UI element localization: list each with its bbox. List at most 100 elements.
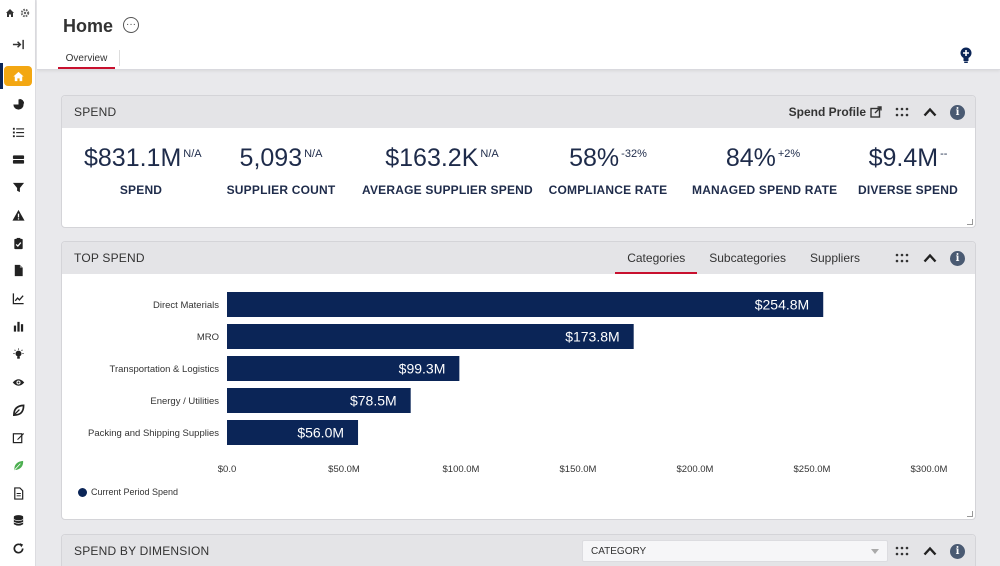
line-chart-icon[interactable]: [0, 285, 36, 311]
tab-categories[interactable]: Categories: [615, 242, 698, 274]
expand-icon[interactable]: [0, 31, 36, 57]
leaf-outline-icon[interactable]: [0, 397, 36, 423]
kpi-average-supplier-spend: $163.2K N/A AVERAGE SUPPLIER SPEND: [362, 144, 533, 197]
spend-panel: SPEND Spend Profile i $831.1M N/A SPEND 5…: [61, 95, 976, 228]
kpi-label: SPEND: [119, 183, 163, 197]
collapse-icon[interactable]: [922, 543, 938, 559]
collapse-icon[interactable]: [922, 104, 938, 120]
sidebar-top: [0, 0, 35, 28]
bar[interactable]: [227, 324, 634, 349]
eye-icon[interactable]: [0, 369, 36, 395]
bar[interactable]: [227, 420, 359, 445]
category-label: Transportation & Logistics: [110, 364, 220, 375]
spend-panel-title: SPEND: [74, 105, 117, 119]
kpi-managed-spend-rate: 84% +2% MANAGED SPEND RATE: [692, 144, 838, 197]
bar-value-label: $173.8M: [565, 329, 619, 345]
tab-divider: [119, 50, 120, 66]
spend-profile-link[interactable]: Spend Profile: [789, 105, 882, 119]
page-header: Home ··· Overview: [37, 0, 1000, 70]
sidebar-item-home[interactable]: [0, 63, 36, 89]
dimension-panel-header: SPEND BY DIMENSION CATEGORY i: [62, 535, 975, 566]
tab-overview[interactable]: Overview: [58, 49, 115, 69]
top-spend-bar-chart: Direct Materials $254.8M MRO $173.8M Transpo…: [88, 292, 948, 475]
x-tick-label: $250.0M: [794, 464, 831, 475]
edit-icon[interactable]: [0, 424, 36, 450]
kpi-number: $9.4M: [868, 144, 939, 172]
chart-legend: Current Period Spend: [78, 487, 178, 497]
info-icon[interactable]: i: [950, 250, 965, 266]
x-tick-label: $0.0: [218, 464, 237, 475]
top-spend-panel-header: TOP SPEND Categories Subcategories Suppl…: [62, 242, 975, 274]
x-tick-label: $150.0M: [560, 464, 597, 475]
tab-subcategories[interactable]: Subcategories: [709, 251, 786, 265]
external-link-icon: [870, 106, 882, 118]
top-spend-tabs: Categories Subcategories Suppliers: [615, 242, 872, 274]
kpi-label: COMPLIANCE RATE: [548, 183, 668, 197]
x-tick-label: $100.0M: [443, 464, 480, 475]
resize-handle[interactable]: [967, 219, 973, 225]
clipboard-check-icon[interactable]: [0, 230, 36, 256]
bar-value-label: $99.3M: [399, 361, 446, 377]
kpi-delta: -32%: [621, 148, 647, 160]
drag-handle-icon[interactable]: [894, 250, 910, 266]
dimension-panel-title: SPEND BY DIMENSION: [74, 544, 210, 558]
kpi-value: 5,093 N/A: [222, 144, 340, 173]
bar-value-label: $78.5M: [350, 393, 397, 409]
tab-suppliers[interactable]: Suppliers: [809, 251, 860, 265]
kpi-number: 84%: [725, 144, 776, 172]
home-small-icon[interactable]: [5, 5, 15, 23]
kpi-delta: N/A: [480, 148, 499, 160]
filter-icon[interactable]: [0, 174, 36, 200]
bar[interactable]: [227, 356, 460, 381]
server-icon[interactable]: [0, 146, 36, 172]
kpi-delta: N/A: [183, 148, 202, 160]
database-icon[interactable]: [0, 507, 36, 533]
kpi-number: 5,093: [239, 144, 303, 172]
info-icon[interactable]: i: [950, 104, 965, 120]
drag-handle-icon[interactable]: [894, 543, 910, 559]
kpi-label: MANAGED SPEND RATE: [692, 183, 838, 197]
dimension-select-value: CATEGORY: [591, 545, 647, 557]
leaf-icon[interactable]: [0, 452, 36, 478]
kpi-delta: N/A: [304, 148, 323, 160]
kpi-compliance-rate: 58% -32% COMPLIANCE RATE: [548, 144, 668, 197]
x-tick-label: $300.0M: [911, 464, 948, 475]
refresh-icon[interactable]: [0, 535, 36, 561]
x-tick-label: $50.0M: [328, 464, 360, 475]
list-icon[interactable]: [0, 119, 36, 145]
sidebar: [0, 0, 36, 566]
lightbulb-icon[interactable]: [0, 341, 36, 367]
lightbulb-help-icon[interactable]: [958, 46, 974, 64]
bar-chart-icon[interactable]: [0, 313, 36, 339]
document-icon[interactable]: [0, 257, 36, 283]
resize-handle[interactable]: [967, 511, 973, 517]
category-label: Energy / Utilities: [150, 396, 219, 407]
collapse-icon[interactable]: [922, 250, 938, 266]
more-icon: ···: [126, 19, 136, 30]
bar[interactable]: [227, 388, 411, 413]
kpi-delta: --: [940, 148, 948, 160]
kpi-number: $831.1M: [84, 144, 182, 172]
home-icon: [12, 71, 24, 81]
pie-chart-icon[interactable]: [0, 91, 36, 117]
category-label: Direct Materials: [153, 300, 219, 311]
gear-icon[interactable]: [20, 5, 30, 23]
file-icon[interactable]: [0, 480, 36, 506]
kpi-label: DIVERSE SPEND: [858, 183, 958, 197]
alert-icon[interactable]: [0, 202, 36, 228]
kpi-supplier-count: 5,093 N/A SUPPLIER COUNT: [222, 144, 340, 197]
category-label: MRO: [197, 332, 219, 343]
top-spend-panel-title: TOP SPEND: [74, 251, 145, 265]
legend-label: Current Period Spend: [91, 487, 179, 497]
spend-profile-label: Spend Profile: [788, 105, 866, 119]
kpi-value: 58% -32%: [548, 144, 668, 173]
drag-handle-icon[interactable]: [894, 104, 910, 120]
more-options-button[interactable]: ···: [123, 17, 139, 33]
kpi-label: SUPPLIER COUNT: [226, 183, 336, 197]
dimension-select[interactable]: CATEGORY: [582, 540, 888, 562]
info-icon[interactable]: i: [950, 543, 965, 559]
kpi-value: 84% +2%: [692, 144, 834, 173]
bar[interactable]: [227, 292, 824, 317]
kpi-label: AVERAGE SUPPLIER SPEND: [362, 183, 533, 197]
bar-value-label: $254.8M: [755, 297, 809, 313]
